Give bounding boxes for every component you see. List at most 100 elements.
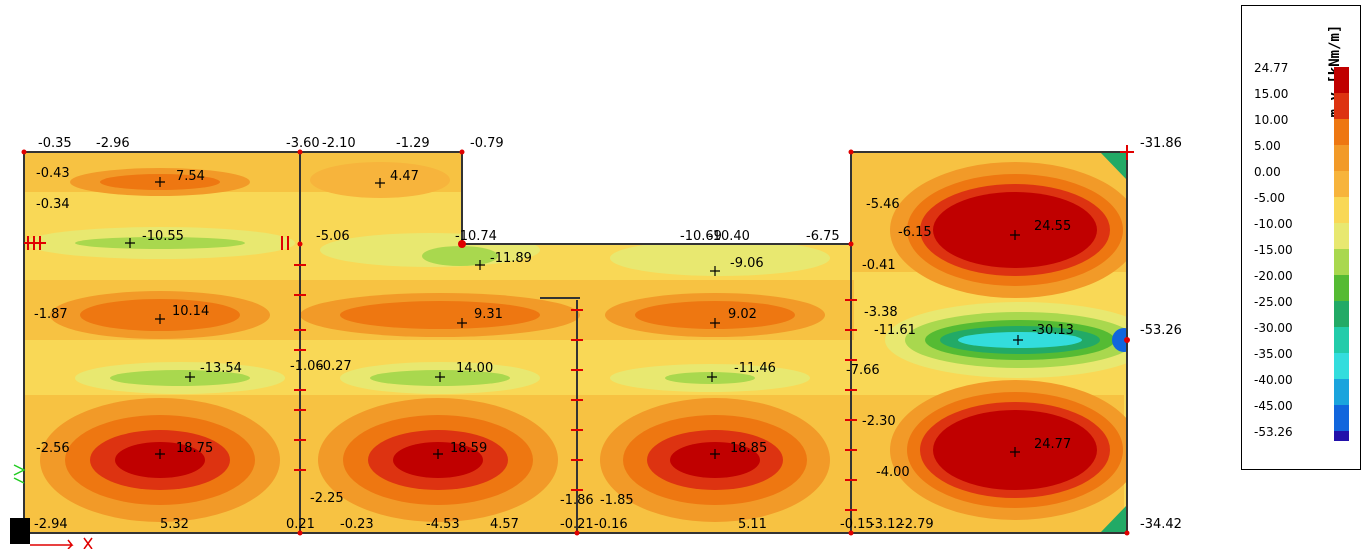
value-label: -2.94 — [34, 517, 68, 532]
legend-level: -45.00 — [1242, 399, 1362, 431]
legend-level: 10.00 — [1242, 113, 1362, 145]
value-label: 5.32 — [160, 517, 189, 532]
legend-level-value: 5.00 — [1254, 139, 1281, 153]
value-label: 9.02 — [728, 307, 757, 322]
legend-level-value: -35.00 — [1254, 347, 1293, 361]
value-label: -6.75 — [806, 229, 840, 244]
legend-level: -10.00 — [1242, 217, 1362, 249]
value-label: -31.86 — [1140, 136, 1182, 151]
legend-level-value: -20.00 — [1254, 269, 1293, 283]
legend-swatch — [1334, 67, 1349, 93]
value-label: -7.66 — [846, 363, 880, 378]
value-label: -1.87 — [34, 307, 68, 322]
value-label: -3.38 — [864, 305, 898, 320]
value-labels: -0.35 -2.96 -3.60 -2.10 -1.29 -0.79 -31.… — [34, 136, 1182, 532]
legend-level: -40.00 — [1242, 373, 1362, 405]
legend-swatch — [1334, 171, 1349, 197]
value-label: -0.21 — [560, 517, 594, 532]
legend-level: 24.77 — [1242, 61, 1362, 93]
legend-swatch — [1334, 145, 1349, 171]
value-label: -2.25 — [310, 491, 344, 506]
value-label: 10.14 — [172, 304, 209, 319]
extremum-markers — [125, 177, 1023, 459]
value-label: -53.26 — [1140, 323, 1182, 338]
legend-swatch — [1334, 93, 1349, 119]
value-label: -4.00 — [876, 465, 910, 480]
legend-level-value: -45.00 — [1254, 399, 1293, 413]
value-label: 24.55 — [1034, 219, 1071, 234]
legend-level: -20.00 — [1242, 269, 1362, 301]
value-label: -11.89 — [490, 251, 532, 266]
legend-level: -5.00 — [1242, 191, 1362, 223]
legend-level-value: -15.00 — [1254, 243, 1293, 257]
value-label: 4.47 — [390, 169, 419, 184]
legend-swatch — [1334, 223, 1349, 249]
legend-swatch — [1334, 197, 1349, 223]
legend-level-value: -53.26 — [1254, 425, 1293, 439]
value-label: -9.06 — [730, 256, 764, 271]
legend-level: -15.00 — [1242, 243, 1362, 275]
value-label: -0.35 — [38, 136, 72, 151]
value-label: -2.79 — [900, 517, 934, 532]
value-label: -2.56 — [36, 441, 70, 456]
value-label: 0.21 — [286, 517, 315, 532]
value-label: -10.74 — [455, 229, 497, 244]
support-markers — [24, 145, 1134, 511]
legend-level: 15.00 — [1242, 87, 1362, 119]
legend-swatch — [1334, 119, 1349, 145]
legend-swatch — [1334, 301, 1349, 327]
value-label: -30.13 — [1032, 323, 1074, 338]
value-label: -5.46 — [866, 197, 900, 212]
legend-level: 5.00 — [1242, 139, 1362, 171]
value-label: -0.43 — [36, 166, 70, 181]
value-label: 7.54 — [176, 169, 205, 184]
moment-field — [24, 152, 1127, 533]
value-label: -0.79 — [470, 136, 504, 151]
value-label: 18.75 — [176, 441, 213, 456]
legend-level-value: 10.00 — [1254, 113, 1289, 127]
legend-swatch — [1334, 431, 1349, 441]
legend-level: -25.00 — [1242, 295, 1362, 327]
value-label: -10.40 — [708, 229, 750, 244]
value-label: -10.55 — [142, 229, 184, 244]
legend-level-value: -40.00 — [1254, 373, 1293, 387]
legend-swatch — [1334, 405, 1349, 431]
value-label: -2.30 — [862, 414, 896, 429]
value-label: 18.59 — [450, 441, 487, 456]
legend-level-value: -10.00 — [1254, 217, 1293, 231]
value-label: -1.85 — [600, 493, 634, 508]
value-label: -1.06 — [290, 359, 324, 374]
legend-level-value: 0.00 — [1254, 165, 1281, 179]
value-label: -11.46 — [734, 361, 776, 376]
support-nodes — [21, 149, 1130, 536]
value-label: -4.53 — [426, 517, 460, 532]
legend-level-value: -5.00 — [1254, 191, 1286, 205]
legend-level-value: 24.77 — [1254, 61, 1289, 75]
value-label: -0.23 — [340, 517, 374, 532]
axis-origin-icon — [10, 464, 93, 549]
contour-plot: -0.35 -2.96 -3.60 -2.10 -1.29 -0.79 -31.… — [10, 136, 1182, 549]
value-label: 9.31 — [474, 307, 503, 322]
color-legend: m_y [kNm/m] 24.7715.0010.005.000.00-5.00… — [1241, 5, 1361, 470]
value-label: -10.69 — [680, 229, 722, 244]
value-label: 14.00 — [456, 361, 493, 376]
legend-swatch — [1334, 275, 1349, 301]
value-label: -2.10 — [322, 136, 356, 151]
value-label: -5.06 — [316, 229, 350, 244]
value-label: -1.86 — [560, 493, 594, 508]
legend-level-value: 15.00 — [1254, 87, 1289, 101]
legend-level: -30.00 — [1242, 321, 1362, 353]
value-label: -2.96 — [96, 136, 130, 151]
value-label: 24.77 — [1034, 437, 1071, 452]
value-label: -6.15 — [898, 225, 932, 240]
value-label: -13.54 — [200, 361, 242, 376]
value-label: -34.42 — [1140, 517, 1182, 532]
value-label: -3.12 — [870, 517, 904, 532]
value-label: 4.57 — [490, 517, 519, 532]
legend-level: -53.26 — [1242, 425, 1362, 451]
legend-swatch — [1334, 249, 1349, 275]
value-label: -0.27 — [318, 359, 352, 374]
value-label: 5.11 — [738, 517, 767, 532]
legend-swatch — [1334, 327, 1349, 353]
value-label: -0.15 — [840, 517, 874, 532]
